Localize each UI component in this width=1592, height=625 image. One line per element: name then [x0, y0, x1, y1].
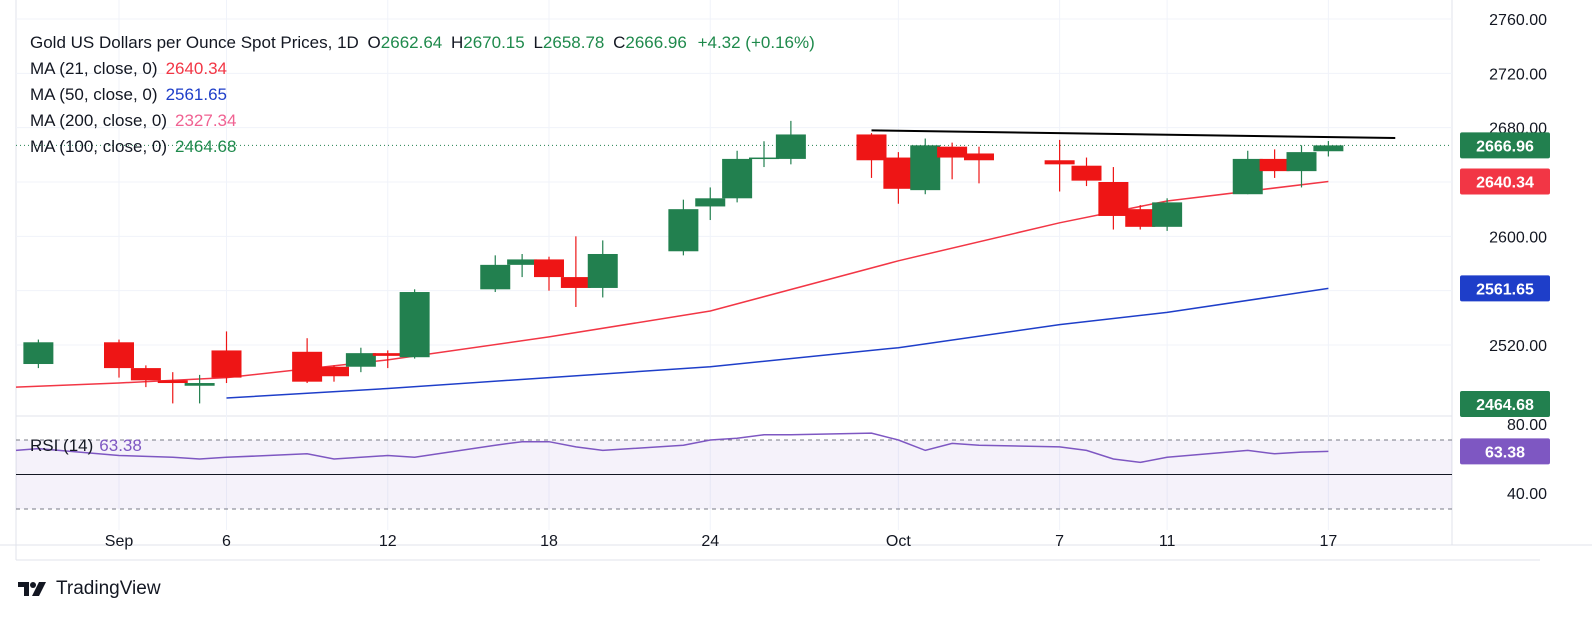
- candle-body: [319, 366, 349, 377]
- close-value: 2666.96: [625, 33, 687, 52]
- time-tick-label: 18: [540, 533, 558, 550]
- rsi-value: 63.38: [99, 436, 142, 455]
- ma-50-value: 2561.65: [165, 85, 228, 104]
- candle-body: [1098, 182, 1129, 216]
- chart-legend: Gold US Dollars per Ounce Spot Prices, 1…: [30, 30, 815, 160]
- candle-body: [1286, 152, 1317, 172]
- candle-body: [668, 209, 699, 252]
- time-tick-label: 12: [379, 533, 397, 550]
- ma-50-row[interactable]: MA (50, close, 0) 2561.65: [30, 82, 815, 108]
- candle-body: [292, 351, 323, 382]
- price-label-text: 2561.65: [1476, 281, 1534, 298]
- candle-body: [695, 198, 726, 207]
- ma-200-label: MA (200, close, 0): [30, 111, 168, 130]
- ma-100-row[interactable]: MA (100, close, 0) 2464.68: [30, 134, 815, 160]
- price-tick-label: 2520.00: [1489, 338, 1547, 355]
- price-label-badge: [1460, 168, 1550, 195]
- rsi-line: [15, 432, 1329, 464]
- price-label-text: 2464.68: [1476, 397, 1534, 414]
- candle-body: [883, 157, 914, 189]
- time-tick-label: Sep: [105, 533, 134, 550]
- rsi-tick-label: 40.00: [1507, 486, 1547, 503]
- change-value: +4.32 (+0.16%): [697, 33, 815, 52]
- low-value: 2658.78: [542, 33, 605, 52]
- rsi-legend[interactable]: RSI (14) 63.38: [30, 436, 142, 456]
- ma-21-row[interactable]: MA (21, close, 0) 2640.34: [30, 56, 815, 82]
- ma-200-row[interactable]: MA (200, close, 0) 2327.34: [30, 108, 815, 134]
- tradingview-logo-icon: [18, 582, 46, 596]
- rsi-value-badge-text: 63.38: [1485, 444, 1525, 461]
- ma-50-line: [226, 287, 1329, 399]
- candle-body: [480, 264, 511, 290]
- ma-200-value: 2327.34: [175, 111, 237, 130]
- candle-body: [560, 277, 591, 288]
- price-label-badge: [1460, 391, 1550, 417]
- candle-body: [130, 368, 161, 381]
- candle-body: [856, 134, 887, 161]
- time-tick-label: 24: [701, 533, 719, 550]
- candle-body: [964, 153, 994, 161]
- price-label-badge: [1460, 132, 1550, 159]
- ma-21-value: 2640.34: [165, 59, 228, 78]
- time-tick-label: 6: [222, 533, 231, 550]
- candle-body: [23, 342, 54, 365]
- symbol-row: Gold US Dollars per Ounce Spot Prices, 1…: [30, 30, 815, 56]
- candle-body: [1152, 202, 1183, 227]
- candle-body: [749, 157, 779, 160]
- candle-body: [1232, 158, 1263, 195]
- candle-body: [775, 134, 806, 159]
- candle-body: [534, 259, 564, 278]
- candle-body: [1044, 160, 1075, 165]
- candle-body: [372, 353, 403, 356]
- price-tick-label: 2600.00: [1489, 229, 1547, 246]
- price-tick-label: 2720.00: [1489, 66, 1547, 83]
- candle-body: [184, 383, 215, 386]
- open-value: 2662.64: [380, 33, 443, 52]
- resistance-trendline: [871, 129, 1396, 140]
- candle-body: [345, 353, 376, 367]
- ma-100-label: MA (100, close, 0): [30, 137, 168, 156]
- candle-body: [910, 145, 941, 191]
- candle-body: [211, 350, 242, 378]
- ma-50-label: MA (50, close, 0): [30, 85, 158, 104]
- low-key: L: [533, 33, 543, 52]
- price-label-text: 2666.96: [1476, 138, 1534, 155]
- time-tick-label: Oct: [886, 533, 911, 550]
- rsi-label: RSI (14): [30, 436, 94, 455]
- candle-body: [157, 380, 188, 384]
- time-tick-label: 7: [1055, 533, 1064, 550]
- close-key: C: [613, 33, 626, 52]
- high-key: H: [450, 33, 464, 52]
- rsi-tick-label: 80.00: [1507, 417, 1547, 434]
- price-tick-label: 2760.00: [1489, 12, 1547, 29]
- open-key: O: [367, 33, 381, 52]
- candle-body: [1071, 165, 1102, 181]
- candle-body: [722, 158, 753, 199]
- tradingview-brand[interactable]: TradingView: [18, 578, 161, 600]
- high-value: 2670.15: [463, 33, 525, 52]
- candle-body: [587, 253, 618, 288]
- candle-body: [937, 146, 968, 158]
- rsi-value-badge: [1460, 438, 1550, 465]
- price-label-text: 2640.34: [1476, 175, 1534, 192]
- ma-100-value: 2464.68: [175, 137, 237, 156]
- candle-body: [507, 259, 538, 265]
- candle-body: [1259, 158, 1290, 172]
- ma-21-label: MA (21, close, 0): [30, 59, 158, 78]
- candle-body: [399, 292, 430, 358]
- symbol-title: Gold US Dollars per Ounce Spot Prices, 1…: [30, 33, 359, 52]
- time-tick-label: 17: [1319, 533, 1337, 550]
- price-label-badge: [1460, 275, 1550, 302]
- candle-body: [1313, 145, 1344, 152]
- time-tick-label: 11: [1159, 533, 1176, 550]
- candle-body: [104, 342, 134, 369]
- candle-body: [1125, 209, 1156, 227]
- brand-name: TradingView: [56, 578, 161, 599]
